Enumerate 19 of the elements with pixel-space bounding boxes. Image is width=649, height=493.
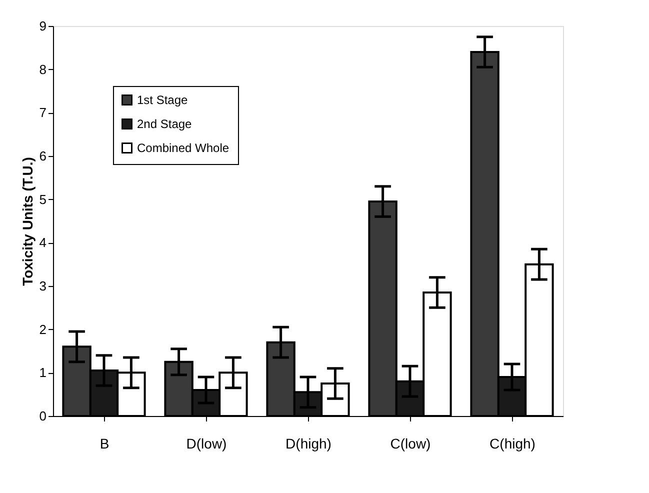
- x-tick-label: D(low): [186, 436, 227, 452]
- y-tick-label: 7: [39, 105, 46, 120]
- y-tick-label: 1: [39, 365, 46, 380]
- y-tick-label: 2: [39, 322, 46, 337]
- x-tick-label: C(high): [490, 436, 536, 452]
- legend-label: Combined Whole: [137, 141, 230, 155]
- y-tick-label: 0: [39, 408, 46, 424]
- y-tick-label: 9: [39, 18, 46, 34]
- legend-label: 1st Stage: [137, 93, 188, 107]
- y-tick-label: 5: [39, 192, 46, 207]
- y-tick-label: 6: [39, 148, 46, 164]
- y-tick-label: 8: [39, 62, 46, 77]
- x-tick-label: C(low): [390, 436, 431, 452]
- y-tick-label: 3: [39, 278, 46, 294]
- y-axis-title: Toxicity Units (T.U.): [19, 157, 36, 286]
- legend-label: 2nd Stage: [137, 117, 192, 131]
- y-tick-label: 4: [39, 235, 46, 250]
- x-tick-label: D(high): [286, 436, 332, 452]
- x-tick-label: B: [100, 436, 110, 452]
